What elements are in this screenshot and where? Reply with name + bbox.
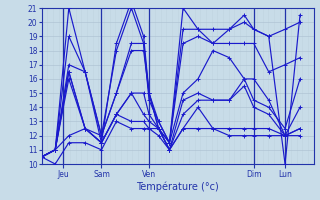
X-axis label: Température (°c): Température (°c): [136, 181, 219, 192]
